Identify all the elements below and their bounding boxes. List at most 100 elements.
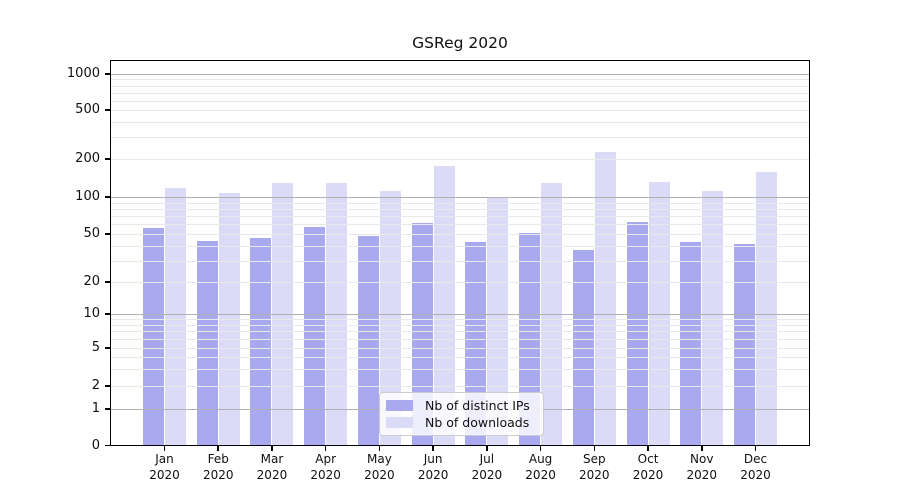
gridline-minor (111, 100, 809, 102)
y-tick-label: 10 (83, 306, 100, 321)
gridline-minor (111, 339, 809, 341)
x-tick-label-sep: Sep 2020 (579, 452, 610, 482)
x-tick-mark (486, 446, 488, 451)
x-tick-label-oct: Oct 2020 (632, 452, 664, 482)
y-tick-label: 500 (75, 102, 100, 117)
x-tick-label-nov: Nov 2020 (686, 452, 718, 482)
y-tick-mark (105, 444, 110, 447)
y-tick-label: 200 (75, 151, 100, 166)
gridline-minor (111, 386, 809, 387)
gridline-minor (111, 121, 809, 123)
bar-distinct-ips-apr (304, 227, 326, 446)
gridline-minor (111, 85, 809, 87)
y-tick-label: 100 (75, 189, 100, 204)
gridline-minor (111, 208, 809, 210)
x-tick-label-jun: Jun 2020 (417, 452, 449, 482)
y-tick-label: 0 (91, 437, 100, 453)
gridline-minor (111, 79, 809, 81)
bar-distinct-ips-feb (196, 240, 218, 446)
gridline-minor (111, 245, 809, 247)
bar-downloads-sep (594, 151, 616, 446)
y-tick-mark (105, 408, 110, 410)
y-tick-mark (105, 196, 110, 198)
legend-label-distinct-ips: Nb of distinct IPs (425, 398, 530, 413)
x-tick-mark (271, 446, 273, 451)
x-tick-mark (754, 446, 757, 451)
y-tick-label: 2 (91, 378, 100, 393)
gridline-minor (111, 234, 809, 235)
legend-row-downloads: Nb of downloads (386, 414, 535, 431)
y-tick-mark (105, 158, 110, 160)
y-tick-mark (105, 347, 110, 349)
x-tick-label-mar: Mar 2020 (256, 452, 288, 482)
legend-label-downloads: Nb of downloads (425, 415, 530, 430)
bar-downloads-oct (648, 181, 670, 446)
legend: Nb of distinct IPs Nb of downloads (379, 392, 544, 436)
x-tick-label-may: May 2020 (364, 452, 395, 482)
gridline-minor (111, 224, 809, 226)
gridline-minor (111, 331, 809, 333)
x-tick-label-jan: Jan 2020 (149, 452, 180, 482)
chart-title: GSReg 2020 (412, 34, 508, 52)
gridline-minor (111, 159, 809, 160)
gridline-minor (111, 216, 809, 218)
y-tick-mark (105, 73, 110, 75)
gridline-minor (111, 260, 809, 262)
gridline-minor (111, 92, 809, 94)
y-tick-label: 1000 (66, 66, 100, 81)
x-tick-mark (324, 446, 327, 451)
bar-downloads-jul (487, 197, 509, 446)
x-tick-label-jul: Jul 2020 (471, 452, 503, 482)
bar-downloads-dec (755, 171, 777, 446)
y-tick-mark (105, 385, 110, 387)
x-tick-mark (593, 446, 596, 451)
gridline-major (111, 74, 809, 75)
bar-distinct-ips-jun (411, 223, 433, 446)
bar-distinct-ips-mar (250, 238, 272, 446)
legend-swatch-distinct-ips (386, 400, 413, 411)
gridline-minor (111, 110, 809, 111)
y-tick-label: 50 (83, 226, 100, 241)
x-tick-label-apr: Apr 2020 (310, 452, 341, 482)
legend-swatch-downloads (386, 417, 413, 428)
bar-distinct-ips-nov (680, 241, 702, 446)
y-tick-mark (105, 109, 110, 111)
x-tick-mark (539, 446, 542, 451)
x-tick-mark (163, 446, 166, 451)
bar-distinct-ips-may (357, 236, 379, 446)
gridline-minor (111, 324, 809, 326)
gridline-minor (111, 369, 809, 371)
y-tick-label: 5 (91, 340, 100, 355)
x-tick-label-feb: Feb 2020 (202, 452, 234, 482)
bar-downloads-jun (433, 166, 455, 446)
y-tick-mark (105, 313, 110, 315)
legend-row-distinct-ips: Nb of distinct IPs (386, 397, 535, 414)
gridline-major (111, 197, 809, 198)
x-tick-label-aug: Aug 2020 (525, 452, 556, 482)
x-tick-mark (217, 446, 219, 451)
y-tick-mark (105, 281, 110, 283)
bar-distinct-ips-dec (733, 244, 755, 446)
gridline-minor (111, 348, 809, 349)
bar-distinct-ips-sep (572, 249, 594, 446)
gridline-minor (111, 282, 809, 283)
y-tick-label: 1 (91, 401, 100, 416)
x-tick-mark (378, 446, 381, 451)
y-tick-label: 20 (83, 274, 100, 289)
gridline-minor (111, 137, 809, 139)
gridline-major (111, 314, 809, 315)
x-tick-mark (701, 446, 703, 451)
x-tick-mark (432, 446, 434, 451)
x-tick-mark (647, 446, 649, 451)
gridline-minor (111, 357, 809, 359)
x-tick-label-dec: Dec 2020 (740, 452, 771, 482)
bar-downloads-jan (165, 187, 186, 446)
y-tick-mark (105, 233, 110, 235)
gridline-minor (111, 202, 809, 204)
bar-downloads-nov (702, 190, 724, 446)
bar-distinct-ips-oct (626, 221, 648, 446)
gridline-minor (111, 319, 809, 321)
